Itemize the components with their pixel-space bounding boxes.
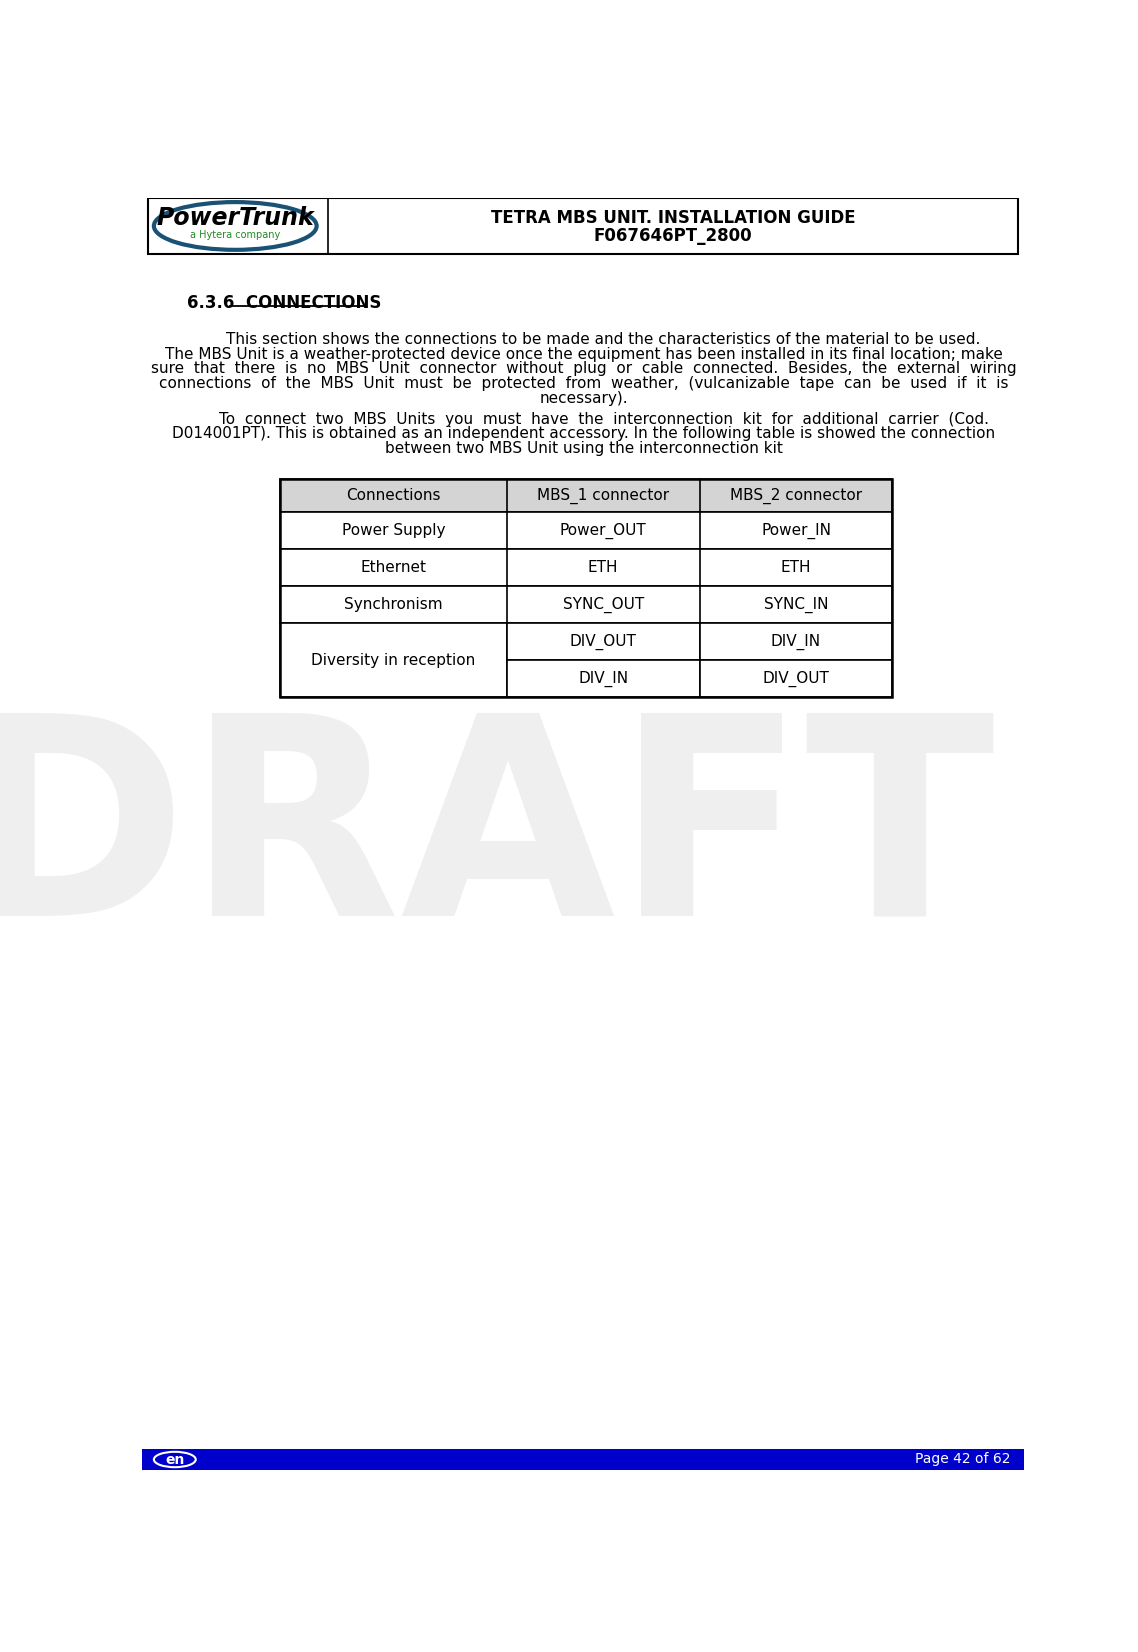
Text: Ethernet: Ethernet [361, 560, 427, 575]
Bar [280, 586, 892, 623]
Text: sure  that  there  is  no  MBS  Unit  connector  without  plug  or  cable  conne: sure that there is no MBS Unit connector… [151, 362, 1017, 377]
Bar [700, 623, 892, 661]
Text: SYNC_OUT: SYNC_OUT [562, 596, 644, 613]
Bar [280, 550, 892, 586]
Text: Synchronism: Synchronism [344, 598, 443, 613]
Text: DIV_IN: DIV_IN [578, 671, 628, 687]
Text: en: en [165, 1452, 184, 1467]
Text: This section shows the connections to be made and the characteristics of the mat: This section shows the connections to be… [188, 332, 981, 347]
Bar [280, 512, 892, 550]
Text: ETH: ETH [588, 560, 618, 575]
Text: Power_IN: Power_IN [761, 522, 831, 539]
Text: MBS_2 connector: MBS_2 connector [729, 487, 863, 504]
Bar [142, 1449, 1024, 1470]
Text: Connections: Connections [346, 487, 440, 502]
Text: ETH: ETH [781, 560, 811, 575]
Bar [280, 479, 892, 512]
Text: DIV_IN: DIV_IN [770, 634, 822, 649]
Bar [506, 661, 700, 697]
Text: MBS_1 connector: MBS_1 connector [537, 487, 669, 504]
Text: F067646PT_2800: F067646PT_2800 [594, 226, 752, 244]
Text: Power Supply: Power Supply [341, 524, 445, 539]
Bar [700, 661, 892, 697]
Text: a Hytera company: a Hytera company [190, 230, 280, 240]
Text: Diversity in reception: Diversity in reception [312, 653, 476, 667]
Text: connections  of  the  MBS  Unit  must  be  protected  from  weather,  (vulcaniza: connections of the MBS Unit must be prot… [159, 377, 1008, 392]
Bar [148, 198, 1019, 254]
Text: To  connect  two  MBS  Units  you  must  have  the  interconnection  kit  for  a: To connect two MBS Units you must have t… [180, 411, 989, 426]
Bar [506, 623, 700, 661]
Text: DRAFT: DRAFT [0, 704, 995, 975]
Text: The MBS Unit is a weather-protected device once the equipment has been installed: The MBS Unit is a weather-protected devi… [165, 347, 1003, 362]
Text: DIV_OUT: DIV_OUT [762, 671, 830, 687]
Text: SYNC_IN: SYNC_IN [764, 596, 828, 613]
Text: necessary).: necessary). [539, 392, 628, 406]
Bar [280, 623, 506, 697]
Text: between two MBS Unit using the interconnection kit: between two MBS Unit using the interconn… [385, 441, 783, 456]
Text: PowerTrunk: PowerTrunk [156, 206, 314, 230]
Text: Page 42 of 62: Page 42 of 62 [915, 1452, 1011, 1467]
Text: D014001PT). This is obtained as an independent accessory. In the following table: D014001PT). This is obtained as an indep… [173, 426, 996, 441]
Text: Power_OUT: Power_OUT [560, 522, 646, 539]
Text: TETRA MBS UNIT. INSTALLATION GUIDE: TETRA MBS UNIT. INSTALLATION GUIDE [490, 208, 856, 226]
Bar [280, 479, 892, 697]
Text: DIV_OUT: DIV_OUT [570, 634, 636, 649]
Text: 6.3.6  CONNECTIONS: 6.3.6 CONNECTIONS [187, 294, 381, 312]
